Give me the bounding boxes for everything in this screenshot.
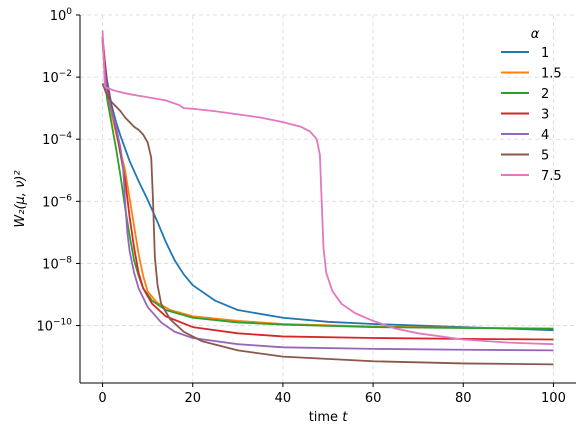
series-line-7-5 xyxy=(101,30,554,346)
legend-label: 2 xyxy=(541,87,549,102)
x-tick-label: 60 xyxy=(365,391,382,406)
y-ticks: 10−10 10−8 10−6 10−4 10−2 100 xyxy=(36,7,80,335)
legend-label: 4 xyxy=(541,128,549,143)
legend-label: 1 xyxy=(541,46,549,61)
x-tick-label: 100 xyxy=(541,391,566,406)
series-line-3 xyxy=(101,36,554,341)
legend-entries: 1 1.5 2 3 4 5 7.5 xyxy=(501,46,562,184)
y-tick-label: 10−8 xyxy=(42,255,72,272)
x-axis-label: time t xyxy=(309,410,349,425)
legend: α 1 1.5 2 3 4 5 7.5 xyxy=(501,27,562,184)
x-tick-label: 40 xyxy=(275,391,292,406)
series-lines xyxy=(101,30,554,366)
y-axis-label: W₂(μ, ν)² xyxy=(13,170,28,227)
legend-label: 1.5 xyxy=(541,67,562,82)
y-tick-label: 10−10 xyxy=(36,318,72,335)
y-tick-label: 10−4 xyxy=(42,131,72,148)
series-line-1-5 xyxy=(101,36,554,330)
legend-label: 3 xyxy=(541,108,549,123)
series-line-1 xyxy=(101,39,554,332)
y-tick-label: 100 xyxy=(50,7,73,24)
legend-label: 7.5 xyxy=(541,169,562,184)
x-tick-label: 0 xyxy=(98,391,106,406)
legend-title: α xyxy=(531,27,540,42)
series-line-4 xyxy=(101,42,554,352)
x-tick-label: 20 xyxy=(184,391,201,406)
y-tick-label: 10−2 xyxy=(42,69,72,86)
x-tick-label: 80 xyxy=(455,391,472,406)
legend-label: 5 xyxy=(541,149,549,164)
x-ticks: 0 20 40 60 80 100 xyxy=(98,383,566,406)
axes xyxy=(79,15,576,384)
y-tick-label: 10−6 xyxy=(42,193,72,210)
series-line-5 xyxy=(101,83,554,366)
series-line-2 xyxy=(101,39,554,330)
